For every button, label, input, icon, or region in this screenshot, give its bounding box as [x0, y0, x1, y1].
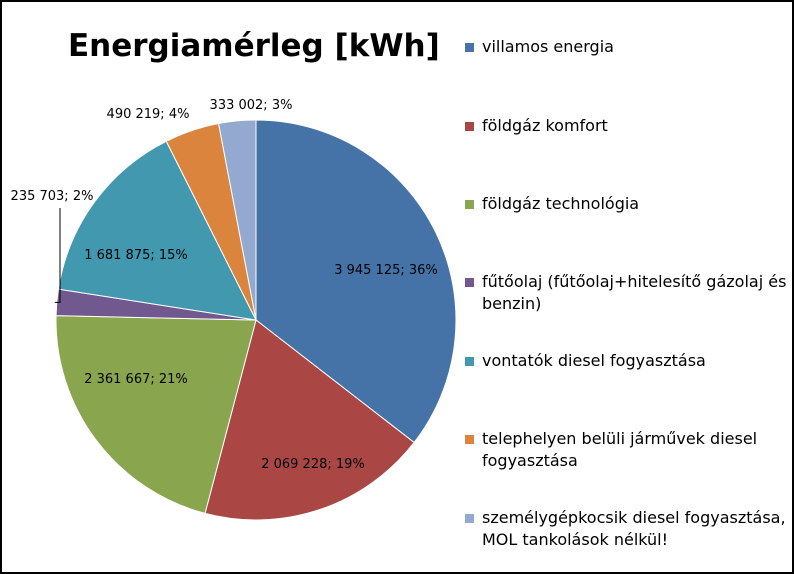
legend-item-5: vontatók diesel fogyasztása	[465, 350, 792, 372]
legend-label: villamos energia	[482, 37, 614, 56]
legend-item-7: személygépkocsik diesel fogyasztása, MOL…	[465, 507, 792, 551]
legend-swatch	[465, 357, 474, 366]
legend-swatch	[465, 514, 474, 523]
legend-swatch	[465, 43, 474, 52]
legend-swatch	[465, 200, 474, 209]
legend-item-4: fűtőolaj (fűtőolaj+hitelesítő gázolaj és…	[465, 271, 792, 315]
data-label-1: 3 945 125; 36%	[334, 263, 438, 278]
legend-label: földgáz komfort	[482, 116, 608, 135]
legend-swatch	[465, 122, 474, 131]
pie-slice-5	[57, 140, 257, 321]
pie-slice-7	[217, 119, 257, 321]
leader-line	[54, 208, 61, 303]
legend-swatch	[465, 278, 474, 287]
legend-item-6: telephelyen belüli járművek diesel fogya…	[465, 428, 792, 472]
legend-label: fűtőolaj (fűtőolaj+hitelesítő gázolaj és…	[482, 272, 787, 313]
pie-slice-2	[204, 319, 415, 521]
legend-item-3: földgáz technológia	[465, 193, 792, 215]
legend-item-2: földgáz komfort	[465, 115, 792, 137]
data-label-5: 1 681 875; 15%	[84, 248, 188, 263]
data-label-3: 2 361 667; 21%	[84, 372, 188, 387]
legend-label: telephelyen belüli járművek diesel fogya…	[482, 429, 758, 470]
data-label-2: 2 069 228; 19%	[261, 457, 365, 472]
legend-item-1: villamos energia	[465, 36, 792, 58]
legend-label: személygépkocsik diesel fogyasztása, MOL…	[482, 508, 786, 549]
legend-swatch	[465, 435, 474, 444]
legend-label: vontatók diesel fogyasztása	[482, 351, 706, 370]
data-label-7: 333 002; 3%	[210, 98, 293, 113]
chart-title: Energiamérleg [kWh]	[68, 28, 440, 64]
legend-label: földgáz technológia	[482, 194, 640, 213]
pie-slice-3	[55, 315, 257, 515]
data-label-4: 235 703; 2%	[11, 189, 94, 204]
data-label-6: 490 219; 4%	[107, 107, 190, 122]
pie-slice-1	[255, 119, 457, 444]
